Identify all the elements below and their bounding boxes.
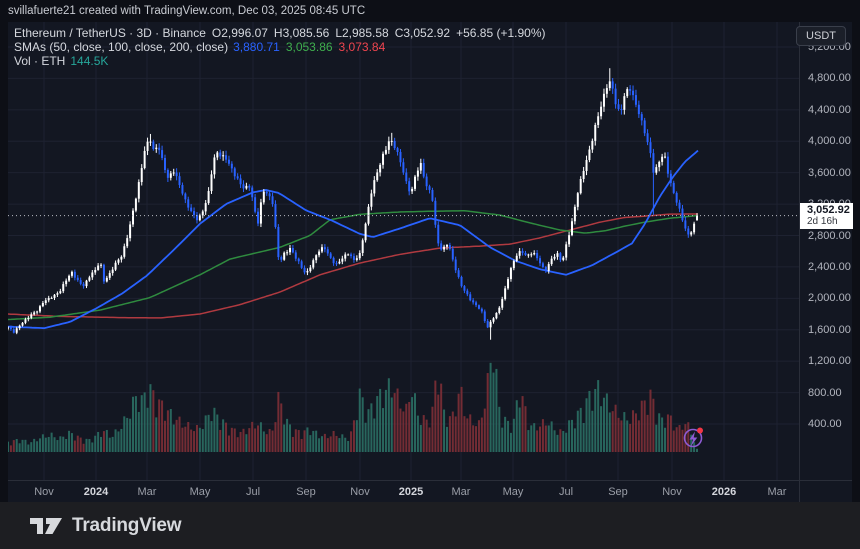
volume-label: Vol · ETH bbox=[14, 54, 66, 68]
price-tick-label: 1,600.00 bbox=[808, 323, 851, 336]
time-tick-month: Sep bbox=[608, 486, 628, 498]
ohlc-low: L2,985.58 bbox=[335, 26, 389, 40]
branding-bar: TradingView bbox=[0, 502, 860, 549]
tradingview-logo-icon bbox=[30, 517, 62, 534]
price-tick-label: 2,800.00 bbox=[808, 229, 851, 242]
ohlc-close: C3,052.92 bbox=[394, 26, 451, 40]
sma-values: 3,880.71 3,053.86 3,073.84 bbox=[233, 40, 391, 54]
sma-label: SMAs (50, close, 100, close, 200, close) bbox=[14, 40, 229, 54]
price-tick-label: 3,600.00 bbox=[808, 166, 851, 179]
chart-widget: Ethereum / TetherUS · 3D · Binance O2,99… bbox=[8, 22, 853, 503]
legend-volume-row[interactable]: Vol · ETH 144.5K bbox=[14, 54, 546, 68]
lightning-marker-icon[interactable] bbox=[683, 427, 704, 448]
time-tick-month: Mar bbox=[451, 486, 471, 498]
sma-value: 3,073.84 bbox=[338, 40, 386, 54]
time-tick-month: Nov bbox=[350, 486, 370, 498]
time-tick-year: 2026 bbox=[711, 486, 737, 498]
legend-symbol-row[interactable]: Ethereum / TetherUS · 3D · Binance O2,99… bbox=[14, 26, 546, 40]
price-tick-label: 1,200.00 bbox=[808, 355, 851, 368]
sma-value: 3,053.86 bbox=[285, 40, 333, 54]
volume-value: 144.5K bbox=[70, 54, 109, 68]
time-tick-year: 2025 bbox=[398, 486, 424, 498]
bar-countdown: 2d 16h bbox=[807, 215, 838, 227]
time-tick-month: Mar bbox=[137, 486, 157, 498]
attribution-text: svillafuerte21 created with TradingView.… bbox=[8, 5, 366, 17]
attribution-bar: svillafuerte21 created with TradingView.… bbox=[0, 0, 860, 22]
price-tick-label: 4,800.00 bbox=[808, 72, 851, 85]
axis-corner-divider bbox=[799, 481, 800, 503]
time-tick-month: Sep bbox=[296, 486, 316, 498]
price-tick-label: 2,000.00 bbox=[808, 292, 851, 305]
quote-currency-badge[interactable]: USDT bbox=[796, 26, 846, 46]
last-price-value: 3,052.92 bbox=[807, 203, 850, 216]
tradingview-logo[interactable]: TradingView bbox=[30, 514, 182, 537]
price-change: +56.85 (+1.90%) bbox=[456, 26, 546, 40]
time-tick-month: Nov bbox=[662, 486, 682, 498]
time-tick-month: May bbox=[502, 486, 524, 498]
chart-legend: Ethereum / TetherUS · 3D · Binance O2,99… bbox=[14, 26, 546, 68]
price-axis[interactable]: 3,052.92 2d 16h 5,200.00 4,800.00 4,400.00… bbox=[799, 22, 853, 480]
time-tick-month: Jul bbox=[245, 486, 261, 498]
last-price-label: 3,052.92 2d 16h bbox=[800, 202, 853, 229]
sma-value: 3,880.71 bbox=[233, 40, 280, 54]
time-tick-month: Nov bbox=[34, 486, 54, 498]
ohlc-open: O2,996.07 bbox=[211, 26, 268, 40]
ohlc-high: H3,085.56 bbox=[273, 26, 330, 40]
symbol-title: Ethereum / TetherUS · 3D · Binance bbox=[14, 26, 206, 40]
legend-sma-row[interactable]: SMAs (50, close, 100, close, 200, close)… bbox=[14, 40, 546, 54]
time-tick-month: May bbox=[189, 486, 211, 498]
time-tick-year: 2024 bbox=[83, 486, 109, 498]
price-chart-canvas[interactable] bbox=[8, 22, 799, 480]
price-tick-label: 4,000.00 bbox=[808, 135, 851, 148]
time-axis[interactable]: Nov 2024 Mar May Jul Sep Nov 2025 Mar May Jul Sep No… bbox=[8, 480, 852, 503]
tradingview-logo-text: TradingView bbox=[72, 514, 182, 536]
price-tick-label: 400.00 bbox=[808, 418, 842, 430]
time-tick-month: Mar bbox=[767, 486, 787, 498]
price-tick-label: 2,400.00 bbox=[808, 260, 851, 273]
price-tick-label: 4,400.00 bbox=[808, 103, 851, 116]
price-tick-label: 800.00 bbox=[808, 386, 842, 399]
time-tick-month: Jul bbox=[558, 486, 574, 498]
